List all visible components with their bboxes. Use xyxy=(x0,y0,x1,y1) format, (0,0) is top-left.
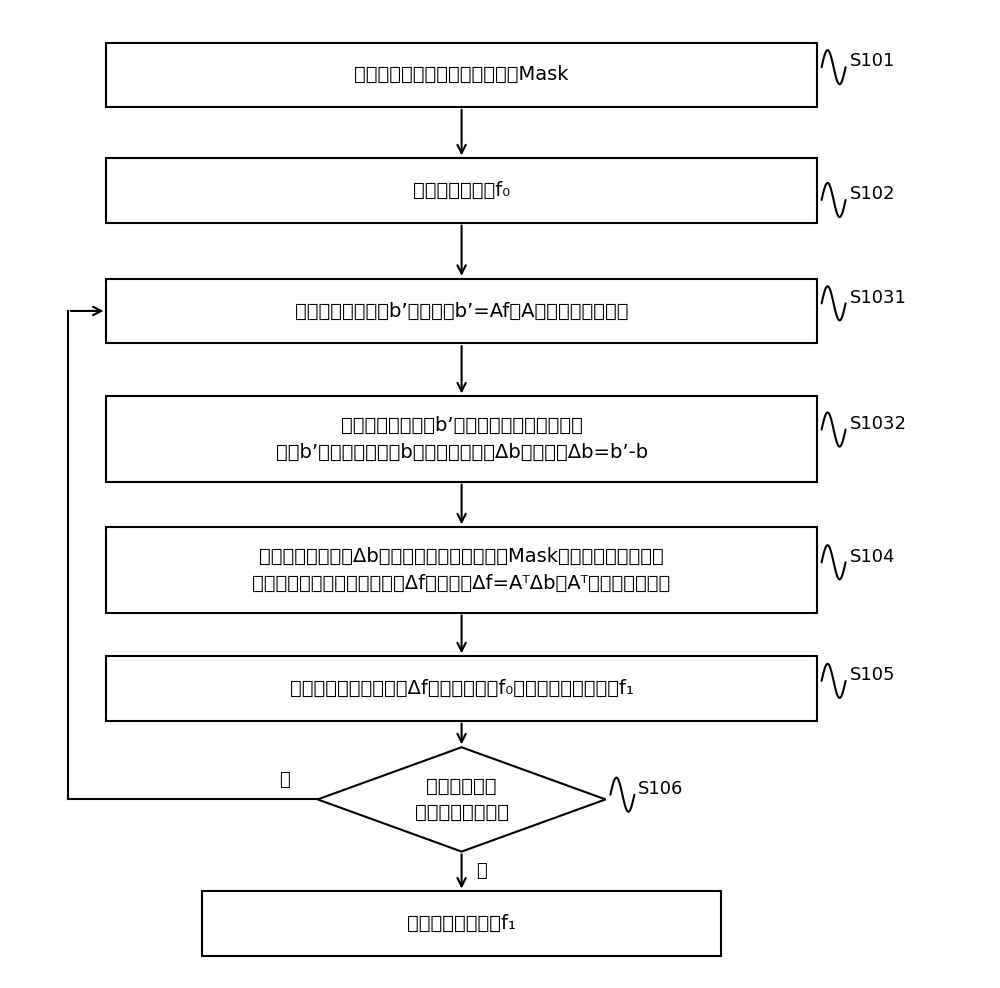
Text: 初始化重建图像f₀: 初始化重建图像f₀ xyxy=(413,181,510,200)
Text: S102: S102 xyxy=(849,186,895,204)
FancyBboxPatch shape xyxy=(106,528,817,613)
Text: 是: 是 xyxy=(476,863,487,880)
FancyBboxPatch shape xyxy=(106,42,817,107)
Text: 输出所述重建图像f₁: 输出所述重建图像f₁ xyxy=(407,914,516,933)
Text: S105: S105 xyxy=(849,666,895,684)
Text: S1032: S1032 xyxy=(849,415,906,433)
Text: S106: S106 xyxy=(638,780,684,798)
Text: S104: S104 xyxy=(849,547,895,565)
Text: 利用所述残差重建图像Δf更新重建图像f₀，迭代得到重建图像f₁: 利用所述残差重建图像Δf更新重建图像f₀，迭代得到重建图像f₁ xyxy=(290,679,634,698)
FancyBboxPatch shape xyxy=(106,158,817,222)
FancyBboxPatch shape xyxy=(106,656,817,720)
Text: 否: 否 xyxy=(279,772,289,789)
FancyBboxPatch shape xyxy=(202,891,721,956)
Text: 基于残差投影数据Δb，只对处于所述掩码图像Mask内的物体图像像素进
行反投影，得到残差重建图像Δf，其中，Δf=AᵀΔb，Aᵀ表示反投影矩阵: 基于残差投影数据Δb，只对处于所述掩码图像Mask内的物体图像像素进 行反投影，… xyxy=(252,547,671,593)
FancyBboxPatch shape xyxy=(106,396,817,482)
Text: S101: S101 xyxy=(849,52,895,70)
Text: S1031: S1031 xyxy=(849,288,906,306)
Text: 重建算法模型
是否满足收敛条件: 重建算法模型 是否满足收敛条件 xyxy=(415,777,509,822)
Polygon shape xyxy=(318,747,606,852)
Text: 基于定位片构建物体的掩码图像Mask: 基于定位片构建物体的掩码图像Mask xyxy=(354,65,569,84)
FancyBboxPatch shape xyxy=(106,279,817,343)
Text: 根据所述前向数据b’，计算得到所述前向投影
数据b’和实际测量数据b的残差像素数据Δb，其中，Δb=b’-b: 根据所述前向数据b’，计算得到所述前向投影 数据b’和实际测量数据b的残差像素数… xyxy=(276,416,648,461)
Text: 计算前向投影数据b’；其中，b’=Af，A表示前向投影矩阵: 计算前向投影数据b’；其中，b’=Af，A表示前向投影矩阵 xyxy=(295,301,628,320)
